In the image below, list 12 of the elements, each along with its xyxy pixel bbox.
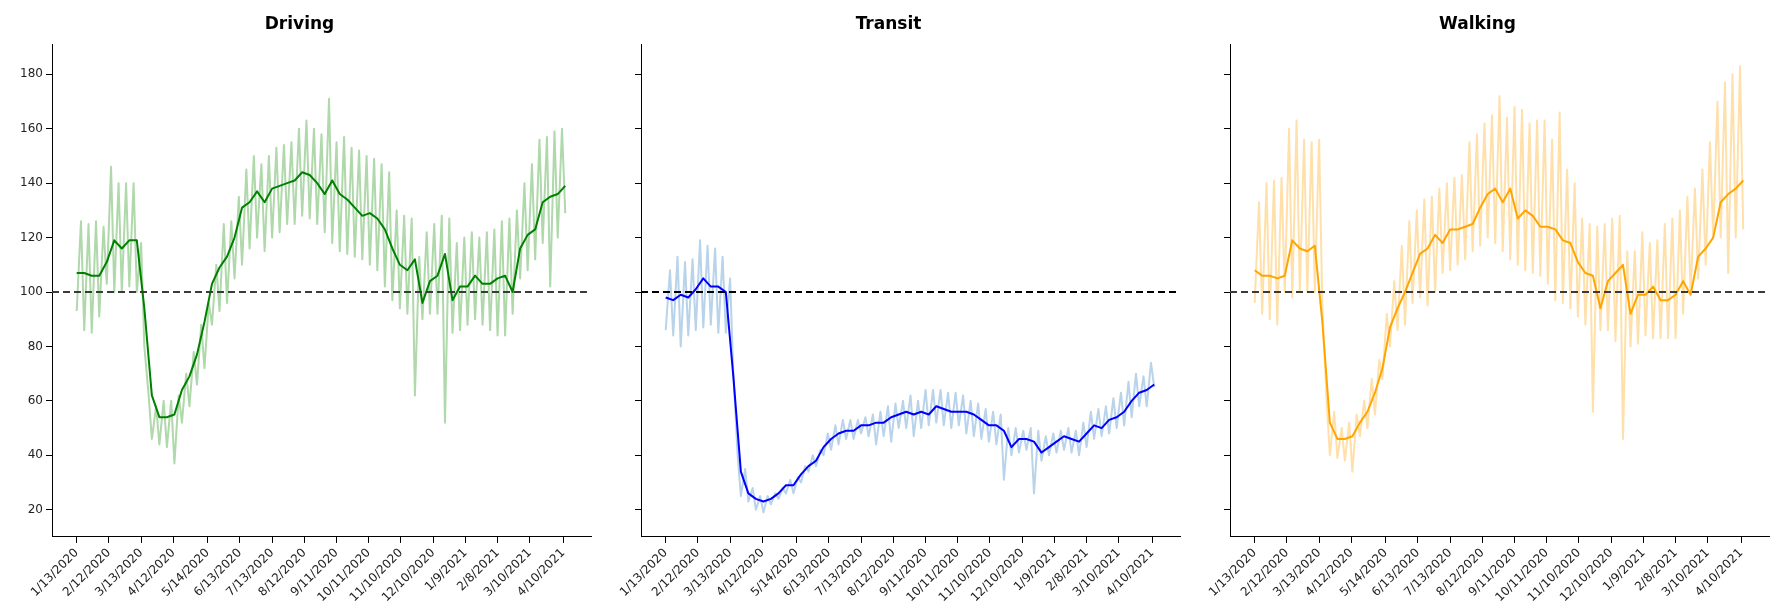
chart-title: Transit <box>855 12 922 33</box>
y-tick-label: 180 <box>20 66 43 81</box>
y-tick-label: 160 <box>20 120 43 135</box>
y-tick-label: 40 <box>27 447 43 462</box>
y-tick-label: 20 <box>27 501 43 516</box>
y-tick-label: 60 <box>27 392 43 407</box>
y-tick-label: 140 <box>20 175 43 190</box>
y-tick-label: 120 <box>20 229 43 244</box>
chart-title: Driving <box>264 12 335 33</box>
chart-title: Walking <box>1439 12 1516 33</box>
y-tick-label: 80 <box>27 338 43 353</box>
y-tick-label: 100 <box>20 284 43 299</box>
